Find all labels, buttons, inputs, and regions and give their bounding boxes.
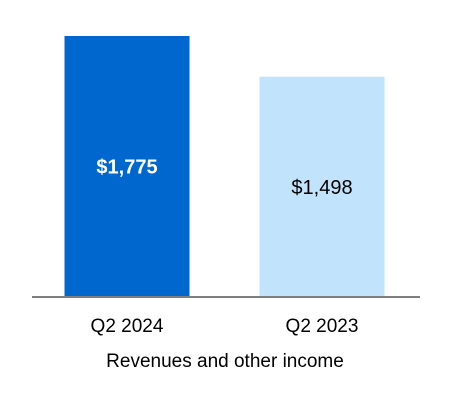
bar-value-label-1: $1,775 [96,157,157,179]
x-tick-labels-group: Q2 2024 Q2 2023 [91,316,359,337]
bars-group [64,36,385,297]
bar-1 [64,36,190,297]
bar-2 [259,76,385,297]
x-tick-label-1: Q2 2024 [91,316,164,337]
value-labels-group: $1,775 $1,498 [96,157,352,199]
bar-value-label-2: $1,498 [291,177,352,199]
x-tick-label-2: Q2 2023 [286,316,359,337]
x-axis-title: Revenues and other income [106,351,344,372]
